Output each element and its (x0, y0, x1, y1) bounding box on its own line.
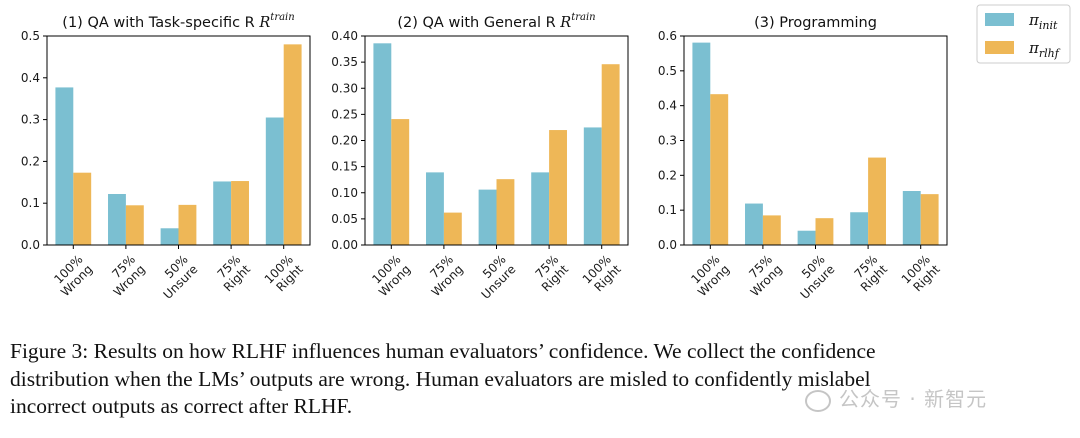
bar-rlhf-4 (920, 194, 939, 245)
legend-label-init: πinit (1028, 11, 1058, 32)
x-tick-label: 100%Wrong (48, 252, 95, 299)
caption-line-2: distribution when the LMs’ outputs are w… (10, 366, 871, 391)
bar-rlhf-2 (815, 218, 834, 245)
x-tick-label: 75%Wrong (101, 252, 148, 299)
bar-rlhf-2 (496, 179, 515, 245)
bar-init-2 (797, 230, 816, 245)
bar-init-4 (265, 117, 284, 245)
panel-title: (2) QA with General R Rtrain (397, 12, 595, 31)
bar-rlhf-2 (178, 204, 197, 245)
y-tick-label: 0.1 (21, 196, 40, 210)
y-tick-label: 0.20 (331, 134, 358, 148)
bar-init-3 (531, 172, 550, 245)
bar-rlhf-3 (231, 181, 249, 245)
y-tick-label: 0.6 (658, 29, 677, 43)
bar-init-3 (850, 212, 869, 245)
bar-rlhf-4 (283, 44, 302, 245)
y-tick-label: 0.30 (331, 81, 358, 95)
x-tick-label: 75%Wrong (738, 252, 785, 299)
wechat-icon (805, 389, 831, 412)
y-tick-label: 0.15 (331, 160, 358, 174)
x-tick-label: 75%Wrong (419, 252, 466, 299)
y-tick-label: 0.2 (21, 154, 40, 168)
panel-qa-task-specific: (1) QA with Task-specific R Rtrain 0.0 0.1… (21, 12, 311, 302)
legend-label-rlhf: πrlhf (1028, 39, 1061, 60)
panel-title: (3) Programming (754, 15, 877, 31)
bar-init-4 (902, 191, 921, 245)
x-tick-label: 75%Right (529, 252, 571, 294)
bar-rlhf-3 (868, 157, 886, 245)
y-tick-label: 0.2 (658, 168, 677, 182)
legend: πinit πrlhf (976, 4, 1071, 64)
x-tick-label: 50%Unsure (151, 252, 201, 302)
watermark-text: 公众号 · 新智元 (839, 387, 988, 411)
bar-init-2 (478, 189, 497, 245)
y-tick-label: 0.35 (331, 55, 358, 69)
y-tick-label: 0.00 (331, 238, 358, 252)
y-tick-label: 0.5 (658, 64, 677, 78)
bar-rlhf-0 (73, 172, 92, 245)
legend-swatch-rlhf (985, 41, 1014, 54)
panel-title: (1) QA with Task-specific R Rtrain (62, 12, 294, 31)
y-tick-label: 0.1 (658, 203, 677, 217)
caption-line-3: incorrect outputs as correct after RLHF. (10, 394, 353, 418)
x-tick-label: 100%Right (580, 252, 624, 296)
watermark: 公众号 · 新智元 (805, 383, 987, 412)
y-tick-label: 0.5 (21, 29, 40, 43)
x-tick-label: 100%Wrong (685, 252, 732, 299)
y-tick-label: 0.3 (658, 134, 677, 148)
bar-rlhf-1 (762, 215, 781, 245)
bar-init-2 (160, 228, 179, 245)
bar-rlhf-4 (601, 64, 620, 245)
bar-init-1 (426, 172, 444, 245)
bar-rlhf-3 (549, 130, 567, 245)
x-tick-label: 100%Right (899, 252, 943, 296)
panel-programming: (3) Programming 0.0 0.1 0.2 0.3 0.4 0.5 0.6 100… (658, 15, 948, 302)
y-tick-label: 0.25 (331, 107, 358, 121)
bar-rlhf-1 (443, 212, 462, 245)
x-tick-label: 50%Unsure (788, 252, 838, 302)
bar-init-3 (213, 181, 232, 245)
bar-init-0 (692, 42, 711, 245)
legend-swatch-init (985, 13, 1014, 26)
bar-init-4 (583, 127, 602, 245)
bar-rlhf-0 (391, 119, 410, 245)
x-tick-label: 75%Right (848, 252, 890, 294)
bar-init-1 (108, 194, 126, 245)
y-tick-label: 0.3 (21, 113, 40, 127)
x-tick-label: 75%Right (211, 252, 253, 294)
bar-rlhf-1 (125, 205, 144, 245)
figure-caption: Figure 3: Results on how RLHF influences… (10, 338, 1076, 421)
bar-init-0 (55, 87, 74, 245)
y-tick-label: 0.0 (21, 238, 40, 252)
x-tick-label: 50%Unsure (469, 252, 519, 302)
y-tick-label: 0.0 (658, 238, 677, 252)
panel-qa-general: (2) QA with General R Rtrain 0.00 0.05 0.10… (331, 12, 629, 302)
bar-rlhf-0 (710, 94, 729, 246)
caption-line-1: Figure 3: Results on how RLHF influences… (10, 339, 876, 363)
bar-init-1 (745, 203, 763, 245)
y-tick-label: 0.10 (331, 186, 358, 200)
y-tick-label: 0.4 (658, 99, 677, 113)
x-tick-label: 100%Right (262, 252, 306, 296)
x-tick-label: 100%Wrong (366, 252, 413, 299)
y-tick-label: 0.4 (21, 71, 40, 85)
y-tick-label: 0.40 (331, 29, 358, 43)
y-tick-label: 0.05 (331, 212, 358, 226)
bar-init-0 (373, 43, 392, 245)
